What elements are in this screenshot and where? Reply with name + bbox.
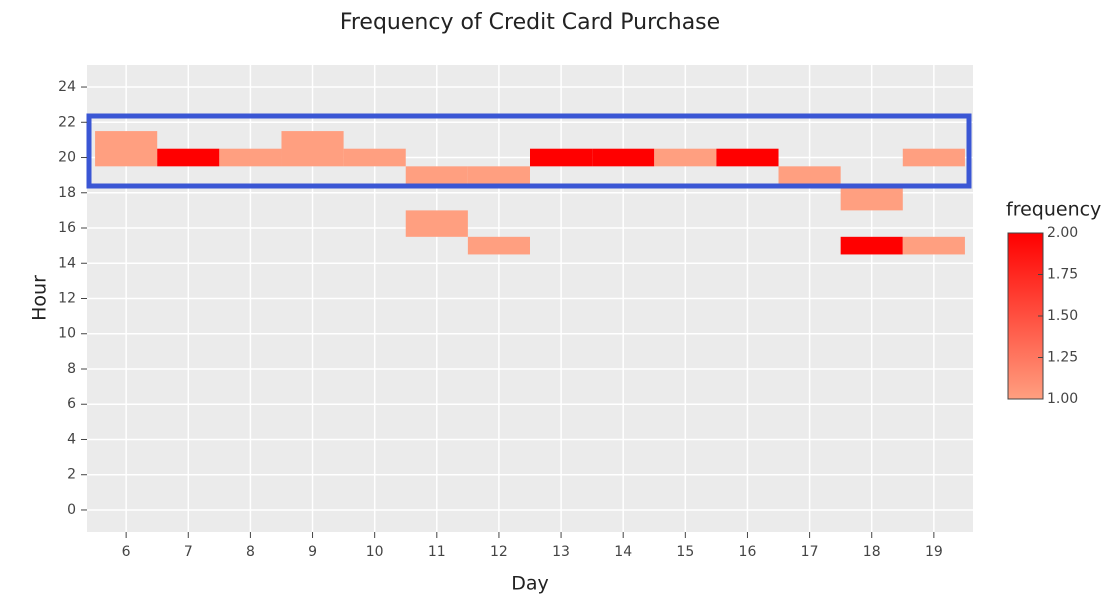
x-tick-label: 15	[676, 544, 694, 560]
tile	[592, 148, 655, 167]
tile	[95, 131, 158, 167]
y-tick-label: 14	[58, 255, 76, 271]
y-tick-label: 0	[67, 502, 76, 518]
x-tick-label: 12	[490, 544, 508, 560]
x-tick-label: 13	[552, 544, 570, 560]
y-tick-label: 4	[67, 431, 76, 447]
tile	[840, 236, 903, 255]
y-tick-label: 22	[58, 114, 76, 130]
tile	[157, 148, 220, 167]
y-tick-label: 6	[67, 396, 76, 412]
x-tick-label: 10	[366, 544, 384, 560]
colorbar-tick-label: 1.00	[1047, 391, 1078, 407]
x-tick-label: 18	[863, 544, 881, 560]
colorbar	[1007, 232, 1044, 400]
y-tick-label: 12	[58, 291, 76, 307]
x-tick-label: 11	[428, 544, 446, 560]
tile	[778, 166, 841, 184]
chart-title: Frequency of Credit Card Purchase	[340, 10, 720, 35]
x-tick-label: 17	[801, 544, 819, 560]
tile	[530, 148, 593, 167]
y-tick-label: 16	[58, 220, 76, 236]
x-tick-label: 16	[739, 544, 757, 560]
y-tick-label: 24	[58, 79, 76, 95]
tile	[281, 131, 344, 167]
tile	[343, 148, 406, 167]
legend-title: frequency	[1006, 199, 1101, 221]
y-axis-label: Hour	[29, 275, 51, 321]
colorbar-tick-label: 2.00	[1047, 225, 1078, 241]
x-tick-label: 9	[308, 544, 317, 560]
tile	[467, 236, 530, 255]
tile	[716, 148, 779, 167]
tile	[902, 236, 965, 255]
colorbar-tick-label: 1.50	[1047, 308, 1078, 324]
tile	[467, 166, 530, 184]
tile	[219, 148, 282, 167]
tile	[405, 166, 468, 184]
x-tick-label: 19	[925, 544, 943, 560]
highlight-box	[86, 113, 972, 189]
x-tick-label: 8	[246, 544, 255, 560]
y-tick-label: 2	[67, 467, 76, 483]
x-tick-label: 14	[614, 544, 632, 560]
x-tick-label: 7	[184, 544, 193, 560]
x-axis-label: Day	[511, 573, 549, 595]
tile	[654, 148, 717, 167]
colorbar-tick-label: 1.75	[1047, 267, 1078, 283]
y-tick-label: 20	[58, 150, 76, 166]
x-tick-label: 6	[122, 544, 131, 560]
y-tick-label: 8	[67, 361, 76, 377]
colorbar-tick-label: 1.25	[1047, 350, 1078, 366]
y-tick-label: 10	[58, 326, 76, 342]
y-tick-label: 18	[58, 185, 76, 201]
tile	[405, 210, 468, 237]
tile	[902, 148, 965, 167]
